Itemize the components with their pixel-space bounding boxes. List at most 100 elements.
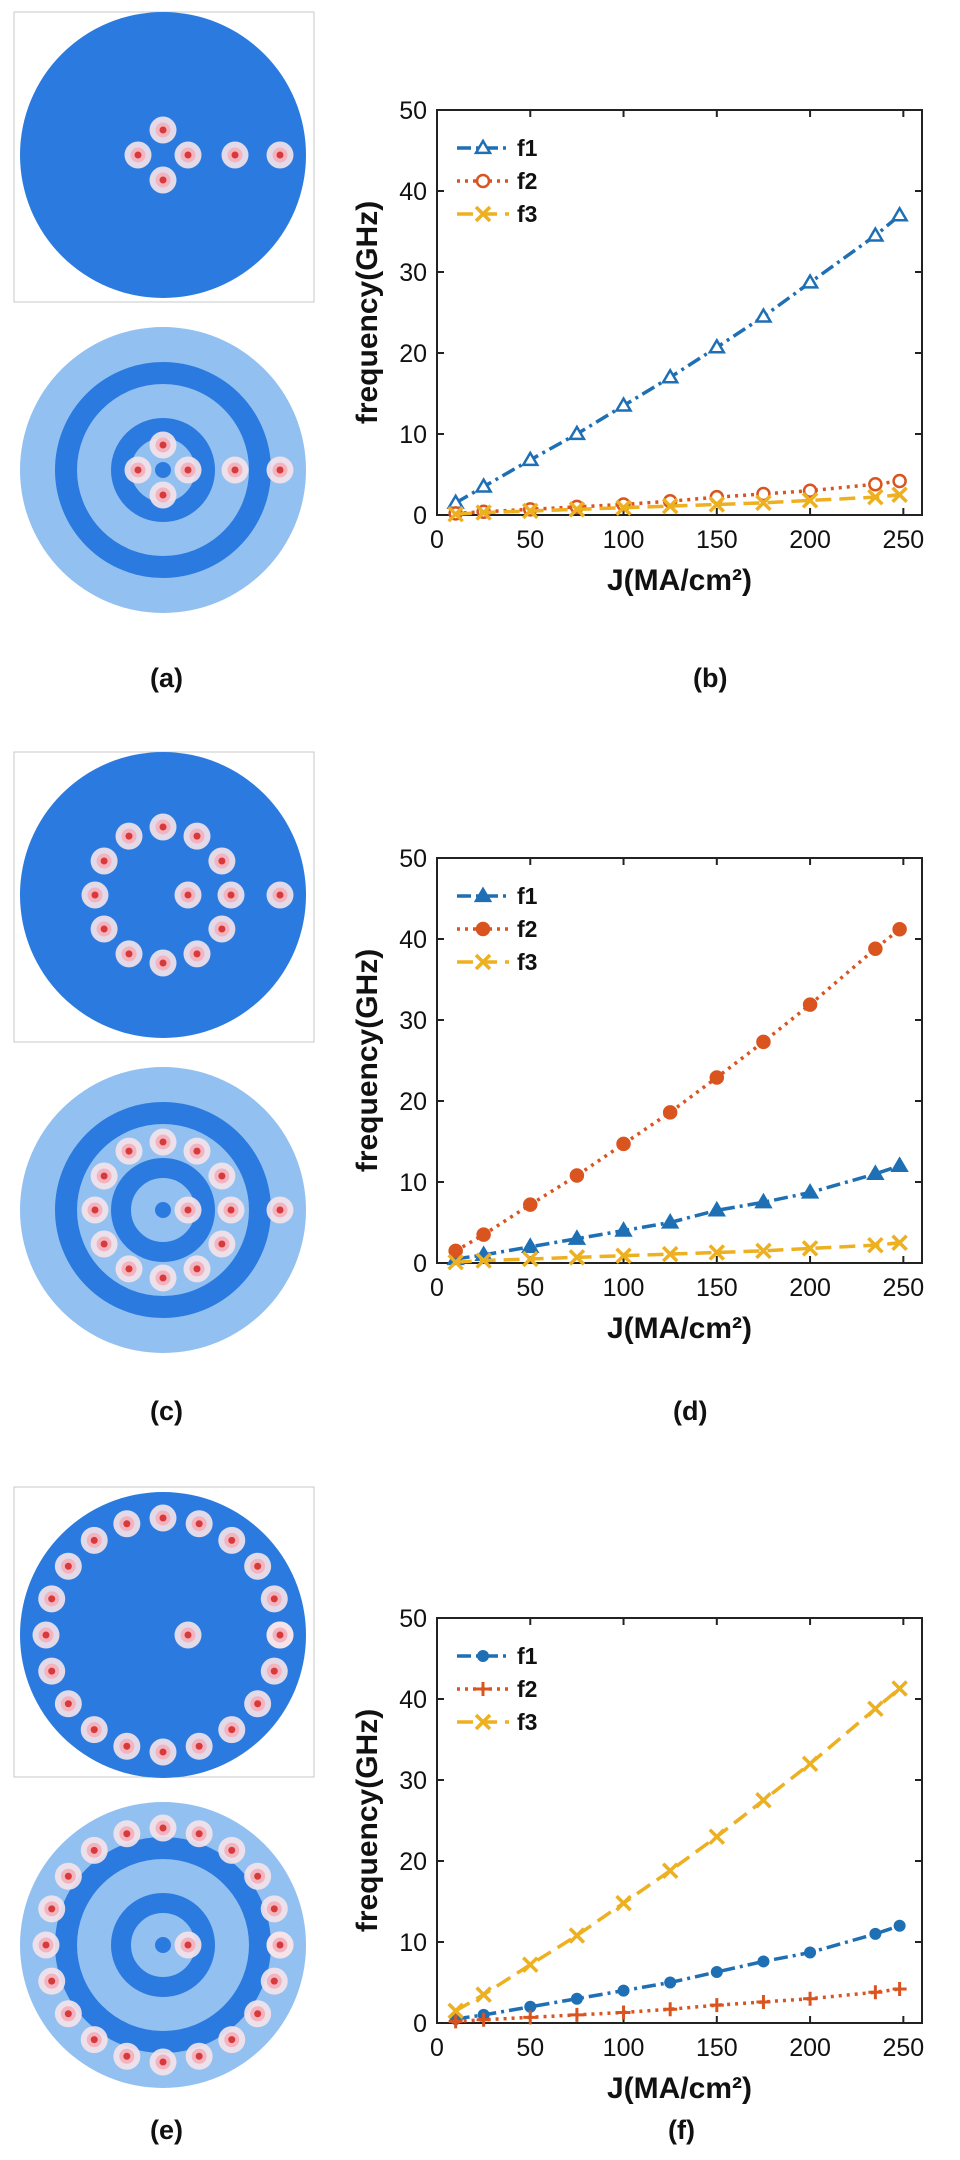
data-point <box>615 1247 632 1264</box>
data-point <box>567 424 587 441</box>
legend-label: f1 <box>517 1643 538 1669</box>
data-point <box>892 922 907 937</box>
top-skyrmion <box>185 1510 213 1538</box>
x-tick-label: 0 <box>430 526 444 554</box>
data-point <box>523 2010 538 2025</box>
legend-entry-f1: f1 <box>457 1643 538 1669</box>
bottom-skyrmion <box>149 1264 177 1292</box>
data-point <box>663 2002 678 2017</box>
data-point <box>891 486 908 503</box>
y-tick-label: 10 <box>399 1929 427 1957</box>
legend-marker <box>475 173 491 189</box>
y-tick-label: 40 <box>399 1686 427 1714</box>
data-point <box>710 1965 723 1978</box>
data-point <box>867 1236 884 1254</box>
data-point <box>616 1136 631 1152</box>
x-tick-label: 150 <box>696 526 738 554</box>
top-skyrmion <box>218 1716 246 1744</box>
data-point <box>801 1755 819 1773</box>
data-point <box>448 2014 463 2029</box>
caption-a: (a) <box>150 663 183 693</box>
bottom-skyrmion <box>266 1931 294 1959</box>
data-point <box>801 492 819 509</box>
series-f3 <box>447 1680 908 2020</box>
data-point <box>447 505 464 523</box>
bottom-skyrmion <box>38 1967 66 1995</box>
legend-entry-f2: f2 <box>457 916 537 942</box>
bottom-skyrmion <box>80 2026 108 2054</box>
top-skyrmion <box>149 813 177 841</box>
data-point <box>891 1680 908 1697</box>
chart-panel-f: 0 50 100 150 200 250 0 10 20 30 40 50 J(MA/cm²) frequ… <box>351 1605 924 2105</box>
x-tick-label: 0 <box>430 2034 444 2062</box>
top-skyrmion <box>174 881 202 909</box>
data-point <box>570 1992 583 2005</box>
top-disk <box>20 1492 306 1778</box>
x-tick-label: 50 <box>516 1274 544 1302</box>
bottom-skyrmion <box>185 1820 213 1848</box>
data-point <box>893 1919 906 1932</box>
x-tick-label: 0 <box>430 1274 444 1302</box>
inner-ring <box>111 418 215 522</box>
data-point <box>521 1237 540 1253</box>
x-axis-label: J(MA/cm²) <box>607 2072 752 2105</box>
data-point <box>476 2012 491 2027</box>
data-point <box>800 273 820 289</box>
bottom-skyrmion <box>115 1137 143 1165</box>
top-skyrmion <box>113 1510 141 1538</box>
figure-row-2: 0 50 100 150 200 250 0 10 20 30 40 50 J(MA/cm²) frequ… <box>0 740 960 1440</box>
data-point <box>475 1986 492 2003</box>
data-point <box>803 1991 818 2006</box>
data-point <box>804 1946 817 1959</box>
top-skyrmion <box>38 1657 66 1685</box>
x-axis-label: J(MA/cm²) <box>607 564 752 597</box>
top-skyrmion <box>113 1732 141 1760</box>
bottom-skyrmion <box>174 1931 202 1959</box>
data-point <box>802 483 818 498</box>
data-point <box>661 1862 679 1879</box>
data-point <box>866 1164 885 1181</box>
data-point <box>868 941 883 956</box>
data-point <box>707 1200 726 1217</box>
bottom-skyrmion <box>174 1196 202 1224</box>
top-skyrmion <box>266 1621 294 1649</box>
top-skyrmion <box>244 1552 272 1580</box>
legend-entry-f3: f3 <box>457 201 537 227</box>
chart-panel-d: 0 50 100 150 200 250 0 10 20 30 40 50 J(MA/cm²) frequ… <box>351 845 924 1345</box>
y-tick-label: 10 <box>399 1169 427 1197</box>
legend-marker <box>477 1650 489 1662</box>
bottom-skyrmion <box>32 1931 60 1959</box>
data-point <box>522 1956 539 1973</box>
x-axis-label: J(MA/cm²) <box>607 1312 752 1345</box>
top-skyrmion <box>124 141 152 169</box>
data-point <box>522 1250 539 1268</box>
data-point <box>756 1994 771 2009</box>
data-point <box>447 2002 464 2020</box>
y-tick-label: 0 <box>413 502 427 530</box>
data-point <box>890 1156 909 1172</box>
data-point <box>522 502 539 520</box>
data-point <box>756 486 771 502</box>
outer-ring <box>55 1837 271 2053</box>
data-point <box>892 1981 907 1996</box>
x-tick-label: 100 <box>603 526 645 554</box>
data-point <box>568 1249 586 1266</box>
legend-marker <box>476 1682 490 1696</box>
y-tick-label: 50 <box>399 1605 427 1633</box>
data-point <box>708 496 726 513</box>
legend-label: f3 <box>517 201 537 227</box>
legend-marker <box>474 205 492 223</box>
bottom-skyrmion <box>218 2026 246 2054</box>
y-tick-label: 40 <box>399 926 427 954</box>
inner-ring <box>111 1158 215 1262</box>
y-tick-label: 50 <box>399 845 427 873</box>
bottom-skyrmion <box>183 1137 211 1165</box>
top-skyrmion <box>260 1657 288 1685</box>
top-skyrmion <box>149 116 177 144</box>
bottom-skyrmion <box>54 1862 82 1890</box>
legend-entry-f3: f3 <box>457 949 537 975</box>
legend-marker <box>475 921 491 937</box>
y-tick-label: 0 <box>413 2010 427 2038</box>
x-tick-label: 50 <box>516 2034 544 2062</box>
bottom-skyrmion <box>218 1836 246 1864</box>
